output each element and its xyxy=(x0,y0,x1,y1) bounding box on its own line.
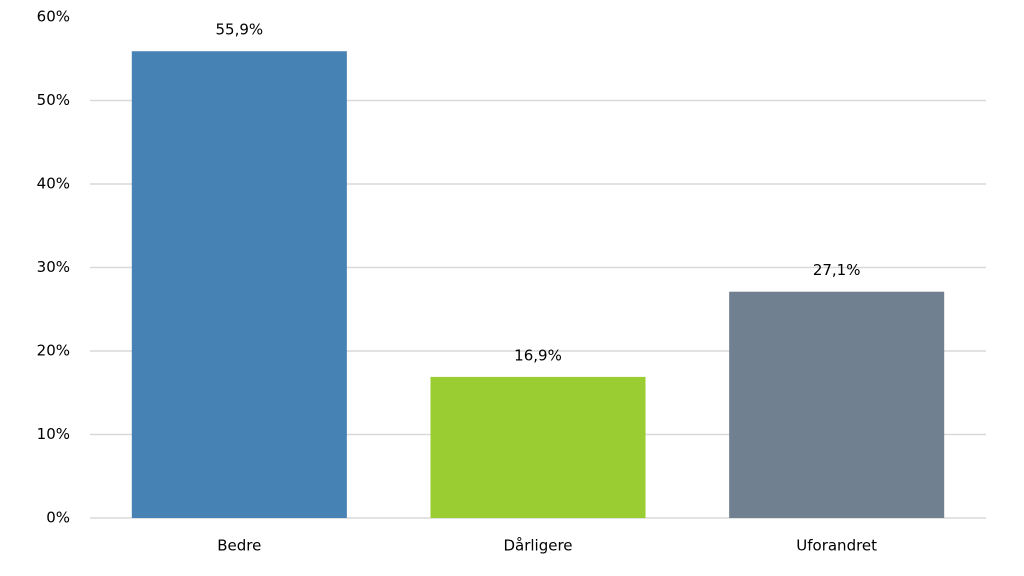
bar xyxy=(729,291,945,518)
data-label: 27,1% xyxy=(813,261,861,279)
y-tick-label: 60% xyxy=(37,8,70,26)
y-tick-label: 30% xyxy=(37,258,70,276)
x-tick-label: Bedre xyxy=(217,537,261,555)
data-label: 16,9% xyxy=(514,346,562,364)
y-tick-label: 40% xyxy=(37,175,70,193)
y-tick-label: 50% xyxy=(37,91,70,109)
y-tick-label: 0% xyxy=(46,509,70,527)
data-label: 55,9% xyxy=(216,21,264,39)
x-tick-label: Uforandret xyxy=(796,537,877,555)
bar xyxy=(430,376,646,518)
y-tick-label: 10% xyxy=(37,425,70,443)
x-tick-label: Dårligere xyxy=(503,537,572,555)
y-tick-label: 20% xyxy=(37,342,70,360)
bar xyxy=(131,51,347,519)
